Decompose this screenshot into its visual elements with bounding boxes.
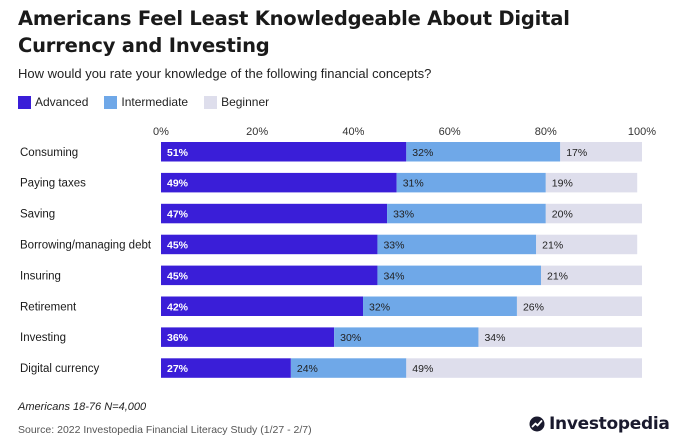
bar-beginner-digital-currency [406, 358, 642, 378]
data-label-beginner: 21% [547, 270, 568, 282]
data-label-advanced: 36% [167, 332, 189, 344]
data-label-beginner: 20% [552, 209, 573, 221]
bar-advanced-digital-currency [161, 358, 291, 378]
data-label-intermediate: 32% [369, 301, 390, 313]
data-label-advanced: 49% [167, 178, 189, 190]
data-label-intermediate: 34% [383, 270, 404, 282]
x-tick-label: 20% [246, 126, 268, 138]
legend-swatch-advanced [18, 95, 31, 109]
data-label-beginner: 26% [523, 301, 544, 313]
legend-item-advanced: Advanced [18, 95, 88, 109]
bar-intermediate-consuming [406, 142, 561, 162]
category-label-borrowing-managing-debt: Borrowing/managing debt [20, 239, 152, 251]
x-tick-label: 100% [628, 126, 656, 138]
x-tick-label: 40% [342, 126, 364, 138]
data-label-beginner: 17% [566, 147, 587, 159]
data-label-beginner: 21% [542, 239, 563, 251]
brand-name: Investopedia [549, 414, 670, 434]
data-label-advanced: 27% [167, 363, 189, 375]
bar-advanced-saving [161, 203, 388, 224]
legend-item-intermediate: Intermediate [104, 95, 188, 109]
category-label-digital-currency: Digital currency [20, 363, 99, 375]
bar-intermediate-investing [334, 327, 479, 347]
chart-subtitle: How would you rate your knowledge of the… [18, 66, 432, 81]
legend-label-beginner: Beginner [221, 95, 270, 109]
data-label-beginner: 49% [412, 363, 433, 375]
category-label-retirement: Retirement [20, 301, 77, 313]
source-note: Source: 2022 Investopedia Financial Lite… [18, 424, 312, 436]
legend-item-beginner: Beginner [204, 95, 269, 109]
data-label-intermediate: 31% [403, 178, 424, 190]
bar-advanced-paying-taxes [161, 172, 397, 193]
category-label-consuming: Consuming [20, 147, 78, 159]
x-tick-label: 60% [439, 126, 461, 138]
sample-note: Americans 18-76 N=4,000 [18, 401, 147, 413]
data-label-intermediate: 24% [297, 363, 318, 375]
category-label-investing: Investing [20, 332, 66, 344]
data-label-advanced: 45% [167, 239, 189, 251]
bar-beginner-saving [545, 203, 642, 224]
bar-beginner-insuring [540, 265, 642, 286]
legend-swatch-beginner [204, 95, 218, 109]
bar-advanced-retirement [161, 296, 364, 316]
bar-intermediate-borrowing-managing-debt [377, 234, 537, 255]
x-tick-label: 80% [535, 126, 557, 138]
bar-beginner-consuming [560, 142, 642, 162]
data-label-intermediate: 30% [340, 332, 361, 344]
bar-advanced-consuming [161, 142, 407, 162]
bar-advanced-borrowing-managing-debt [161, 234, 378, 255]
data-label-beginner: 19% [552, 178, 573, 190]
data-label-advanced: 45% [167, 270, 189, 282]
bar-intermediate-insuring [377, 265, 541, 286]
legend-label-advanced: Advanced [35, 95, 89, 109]
category-label-saving: Saving [20, 209, 55, 221]
x-tick-label: 0% [153, 126, 169, 138]
brand-logo: Investopedia [529, 414, 670, 434]
bar-beginner-paying-taxes [545, 172, 638, 193]
data-label-intermediate: 33% [383, 239, 404, 251]
bar-advanced-investing [161, 327, 335, 347]
bar-intermediate-retirement [363, 296, 517, 316]
chart-title: Americans Feel Least Knowledgeable About… [18, 7, 570, 57]
bar-intermediate-paying-taxes [396, 172, 546, 193]
bar-intermediate-digital-currency [290, 358, 407, 378]
bar-beginner-retirement [516, 296, 642, 316]
data-label-intermediate: 32% [412, 147, 433, 159]
investopedia-logo-icon [529, 416, 545, 432]
legend-swatch-intermediate [104, 95, 118, 109]
bar-beginner-investing [478, 327, 642, 347]
data-label-intermediate: 33% [393, 209, 414, 221]
bar-advanced-insuring [161, 265, 378, 286]
data-label-advanced: 42% [167, 301, 189, 313]
category-label-insuring: Insuring [20, 270, 61, 282]
bar-intermediate-saving [387, 203, 546, 224]
legend-label-intermediate: Intermediate [121, 95, 189, 109]
data-label-advanced: 47% [167, 209, 189, 221]
bar-beginner-borrowing-managing-debt [536, 234, 638, 255]
data-label-beginner: 34% [484, 332, 505, 344]
category-label-paying-taxes: Paying taxes [20, 178, 86, 190]
legend: Advanced Intermediate Beginner [18, 95, 285, 109]
data-label-advanced: 51% [167, 147, 189, 159]
